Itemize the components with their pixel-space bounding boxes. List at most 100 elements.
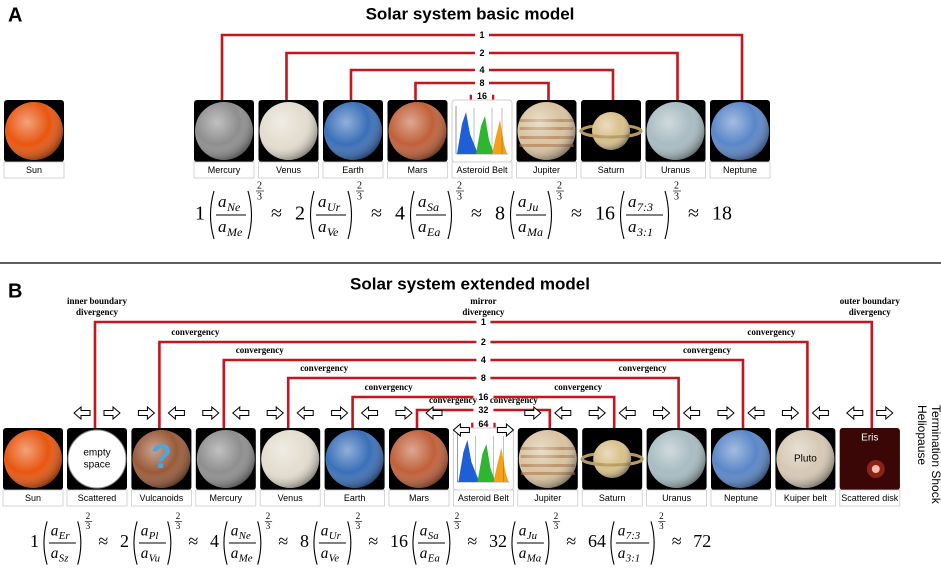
hist-fill bbox=[477, 444, 496, 482]
link-label-bg bbox=[476, 316, 491, 328]
planet-shade bbox=[4, 430, 62, 488]
planet-shade bbox=[592, 112, 630, 150]
formula-var: a bbox=[628, 192, 637, 211]
body-label: Neptune bbox=[723, 165, 757, 175]
planet-shade bbox=[646, 102, 705, 160]
planet bbox=[67, 429, 127, 489]
paren bbox=[209, 190, 215, 240]
divergency-label: mirror bbox=[470, 296, 496, 306]
planet-shade bbox=[518, 430, 577, 488]
formula-sub: Ne bbox=[226, 200, 241, 214]
body: Mercury bbox=[195, 428, 257, 507]
divergency-label: divergency bbox=[849, 307, 891, 317]
formula-approx: ≈ bbox=[188, 531, 198, 551]
body: Saturn bbox=[579, 100, 643, 179]
formula-var: a bbox=[519, 545, 527, 562]
body: Venus bbox=[259, 428, 321, 507]
formula-sub: Er bbox=[58, 530, 71, 542]
formula-exp: 3 bbox=[455, 521, 460, 531]
body-label: Jupiter bbox=[533, 165, 560, 175]
formula-exp: 2 bbox=[86, 511, 91, 521]
planet-shade bbox=[195, 102, 253, 160]
link-label-bg bbox=[473, 418, 494, 430]
formula-result: 18 bbox=[712, 203, 732, 225]
formula-exp: 2 bbox=[357, 180, 362, 191]
body-label: Saturn bbox=[598, 165, 625, 175]
body-label: Asteroid Belt bbox=[458, 493, 510, 503]
formula-approx: ≈ bbox=[278, 531, 288, 551]
planet-shade bbox=[776, 430, 835, 488]
formula-exp: 2 bbox=[257, 180, 262, 191]
paren bbox=[650, 521, 655, 565]
formula-exp: 2 bbox=[659, 511, 664, 521]
formula-sub: Ea bbox=[426, 225, 440, 239]
formula-var: a bbox=[218, 217, 227, 236]
paren bbox=[257, 521, 262, 565]
body-inner-text: Pluto bbox=[794, 454, 817, 465]
convergency-label: convergency bbox=[236, 345, 284, 355]
convergency-label: convergency bbox=[365, 382, 413, 392]
paren bbox=[610, 521, 615, 565]
paren bbox=[545, 521, 550, 565]
formula-var: a bbox=[420, 545, 428, 562]
body-label-box bbox=[66, 489, 128, 507]
body-inner-text: empty bbox=[83, 448, 110, 459]
body-label: Venus bbox=[276, 165, 302, 175]
formula-exp: 3 bbox=[266, 521, 271, 531]
planet-shade bbox=[132, 430, 191, 488]
formula-approx: ≈ bbox=[471, 203, 482, 225]
formula-exp: 3 bbox=[357, 191, 362, 202]
body-label: Jupiter bbox=[534, 493, 561, 503]
arrow bbox=[73, 405, 91, 421]
formula-coef: 2 bbox=[120, 531, 129, 551]
formula-sub: Sa bbox=[427, 200, 439, 214]
formula-approx: ≈ bbox=[672, 531, 682, 551]
body-label-box bbox=[258, 161, 319, 179]
panel-letter: B bbox=[8, 280, 22, 302]
formula-var: a bbox=[231, 545, 239, 562]
formula-exp: 2 bbox=[455, 511, 460, 521]
formula-approx: ≈ bbox=[271, 203, 282, 225]
formula-var: a bbox=[231, 523, 239, 540]
arrow bbox=[554, 405, 572, 421]
formula-exp: 3 bbox=[356, 521, 361, 531]
convergency-label: convergency bbox=[683, 345, 731, 355]
planet-shade bbox=[711, 102, 769, 160]
body-label-box bbox=[2, 489, 64, 507]
body: Earth bbox=[322, 100, 384, 179]
hist-fill bbox=[458, 440, 480, 482]
body-label: Earth bbox=[342, 165, 364, 175]
planet-shade bbox=[712, 430, 770, 488]
arrow bbox=[781, 405, 800, 421]
formula-sub: Ju bbox=[527, 530, 538, 542]
formula-sub: 3:1 bbox=[625, 553, 640, 565]
paren bbox=[133, 521, 138, 565]
body: Uranus bbox=[645, 100, 706, 179]
formula-exp: 3 bbox=[554, 521, 559, 531]
link-label: 8 bbox=[479, 78, 484, 88]
body-label: Mars bbox=[408, 165, 428, 175]
body: Jupiter bbox=[516, 100, 577, 179]
body-label-box bbox=[775, 489, 836, 507]
body: Asteroid Belt bbox=[451, 99, 513, 179]
formula-sub: Sa bbox=[428, 530, 439, 542]
formula-sub: Ve bbox=[329, 553, 339, 565]
link-label: 1 bbox=[479, 30, 484, 40]
body: Pluto Kuiper belt bbox=[775, 428, 836, 507]
formula-coef: 16 bbox=[595, 203, 615, 225]
paren bbox=[223, 521, 228, 565]
formula-coef: 4 bbox=[395, 203, 405, 225]
link-label: 16 bbox=[478, 392, 488, 402]
arrow bbox=[395, 405, 413, 421]
body: Earth bbox=[324, 428, 386, 507]
formula-sub: 7:3 bbox=[637, 200, 653, 214]
formula-exp: 3 bbox=[674, 191, 679, 202]
convergency-label: convergency bbox=[300, 363, 348, 373]
body: Mars bbox=[387, 100, 448, 179]
body-label-box bbox=[324, 489, 386, 507]
arrow bbox=[103, 405, 121, 421]
link-label-bg bbox=[476, 354, 491, 366]
body-label-box bbox=[839, 489, 901, 507]
body-glow bbox=[866, 460, 885, 478]
